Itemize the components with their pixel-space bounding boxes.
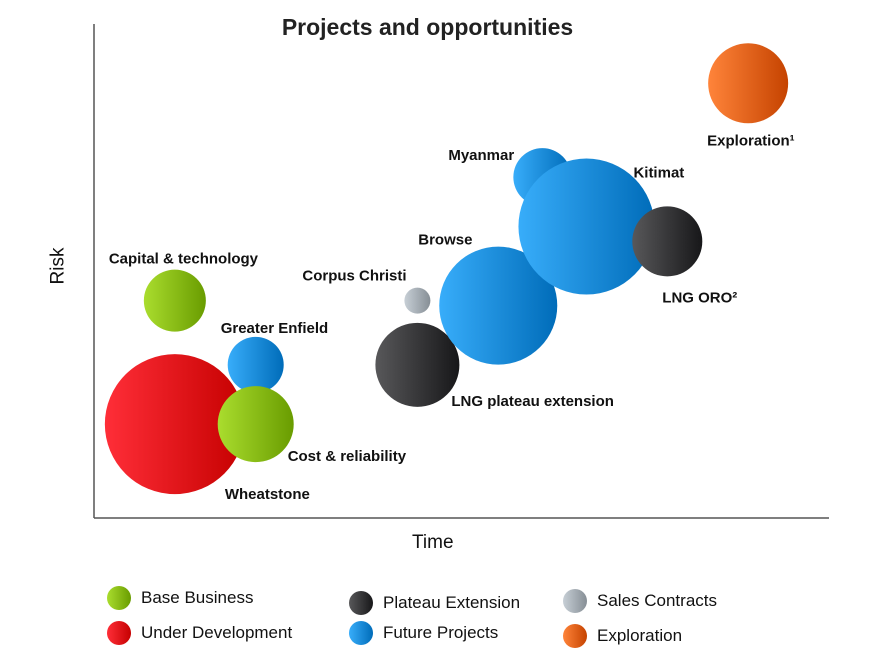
bubble-label: Exploration¹ — [707, 132, 795, 149]
bubble-lng-plateau-extension — [375, 322, 460, 407]
bubble-label: LNG plateau extension — [451, 393, 614, 410]
bubble-kitimat — [518, 158, 655, 295]
x-axis-label: Time — [412, 532, 454, 553]
bubble-label: Kitimat — [633, 165, 684, 182]
chart-title: Projects and opportunities — [281, 14, 574, 40]
bubble-capital-technology — [143, 269, 206, 332]
bubble-label: Myanmar — [448, 147, 514, 164]
bubble-greater-enfield — [227, 336, 284, 393]
bubble-label-group: Wheatstone Greater Enfield Cost & reliabil… — [109, 132, 795, 503]
bubble-wheatstone — [104, 354, 245, 495]
bubble-browse — [439, 246, 558, 365]
bubble-exploration — [708, 43, 789, 124]
bubble-label: LNG ORO² — [662, 289, 737, 306]
bubble-label: Wheatstone — [225, 486, 310, 503]
bubble-label: Browse — [418, 232, 472, 249]
bubble-lng-oro — [632, 206, 703, 277]
bubble-cost-reliability — [217, 386, 294, 463]
bubble-corpus-christi — [404, 287, 431, 314]
bubble-label: Cost & reliability — [288, 448, 407, 465]
bubble-label: Capital & technology — [109, 251, 259, 268]
bubble-group — [104, 43, 789, 495]
bubble-label: Greater Enfield — [221, 320, 329, 337]
bubble-label: Corpus Christi — [302, 268, 406, 285]
